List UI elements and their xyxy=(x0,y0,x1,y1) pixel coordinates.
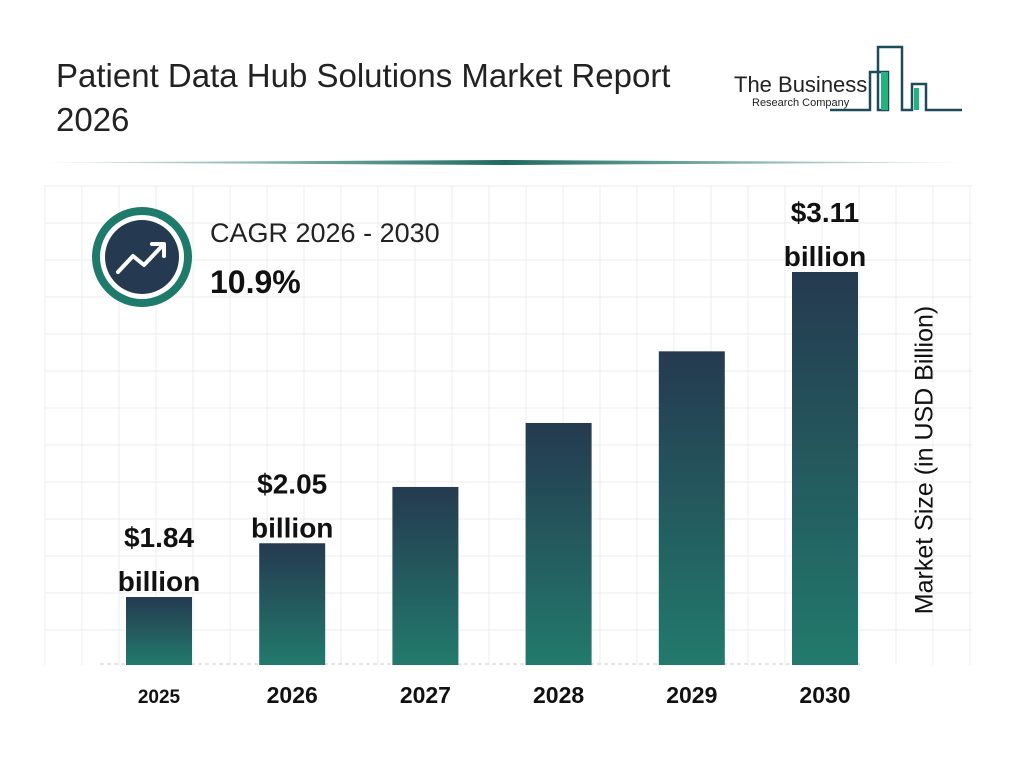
x-tick-label: 2027 xyxy=(400,682,451,708)
bar-2029 xyxy=(658,351,725,665)
bar-2027 xyxy=(392,486,459,665)
cagr-label: CAGR 2026 - 2030 xyxy=(210,218,440,248)
data-label: $2.05 xyxy=(257,468,327,499)
bar-2030 xyxy=(792,272,858,665)
y-axis-label: Market Size (in USD Billion) xyxy=(910,305,939,615)
header-divider xyxy=(40,160,970,165)
page-title: Patient Data Hub Solutions Market Report… xyxy=(56,57,671,138)
svg-text:Research Company: Research Company xyxy=(752,97,850,109)
svg-text:The Business: The Business xyxy=(734,72,867,97)
x-tick-label: 2026 xyxy=(267,682,318,708)
x-tick-label: 2028 xyxy=(533,682,584,708)
data-label: billion xyxy=(118,566,200,597)
x-tick-label: 2029 xyxy=(666,682,717,708)
bar-2025 xyxy=(126,597,192,665)
data-label: $3.11 xyxy=(791,197,860,228)
data-label: billion xyxy=(251,512,333,543)
bar-2026 xyxy=(259,543,326,665)
bar-2028 xyxy=(525,422,592,665)
data-label: billion xyxy=(784,241,866,272)
company-logo: The Business Research Company xyxy=(734,45,962,112)
x-tick-label: 2030 xyxy=(799,682,850,708)
trend-up-icon xyxy=(105,220,179,294)
data-label: $1.84 xyxy=(124,522,194,553)
cagr-value: 10.9% xyxy=(210,264,301,300)
x-tick-label: 2025 xyxy=(138,687,181,708)
